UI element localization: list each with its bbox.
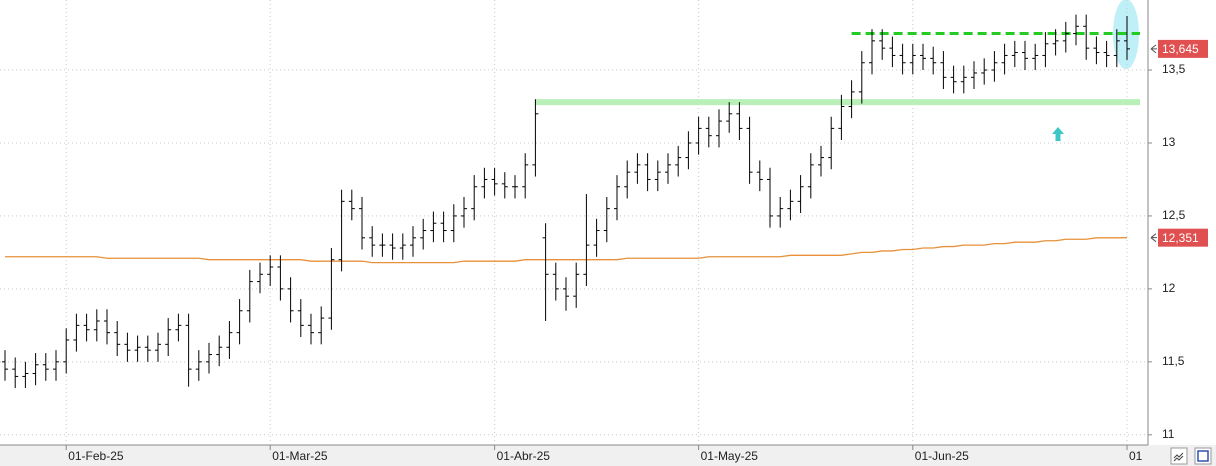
save-button[interactable]: [1194, 447, 1212, 465]
price-pointer: [1150, 233, 1157, 243]
y-tick-label: 12,5: [1162, 208, 1186, 222]
x-tick-label: 01-Abr-25: [497, 449, 551, 463]
y-tick-label: 11: [1162, 427, 1175, 441]
x-axis-band: [0, 445, 1216, 466]
x-tick-label: 01-Jun-25: [915, 449, 969, 463]
x-tick-label: 01-Feb-25: [68, 449, 124, 463]
price-pointer: [1150, 44, 1157, 54]
up-arrow: [1052, 127, 1064, 141]
scroll-icon: [1173, 452, 1184, 462]
x-tick-label: 01: [1129, 449, 1143, 463]
price-label: 13,645: [1162, 42, 1199, 56]
save-icon: [1197, 450, 1209, 462]
x-tick-label: 01-May-25: [701, 449, 759, 463]
y-tick-label: 12: [1162, 281, 1176, 295]
moving-average-line: [5, 237, 1128, 264]
y-tick-label: 11,5: [1162, 354, 1185, 368]
x-tick-label: 01-Mar-25: [272, 449, 328, 463]
price-label: 12,351: [1162, 231, 1199, 245]
grid: [0, 0, 1148, 445]
price-box: [1158, 228, 1208, 247]
scroll-button[interactable]: [1170, 447, 1188, 465]
y-tick-label: 13: [1162, 135, 1176, 149]
y-tick-label: 13,5: [1162, 62, 1186, 76]
price-box: [1158, 39, 1208, 58]
